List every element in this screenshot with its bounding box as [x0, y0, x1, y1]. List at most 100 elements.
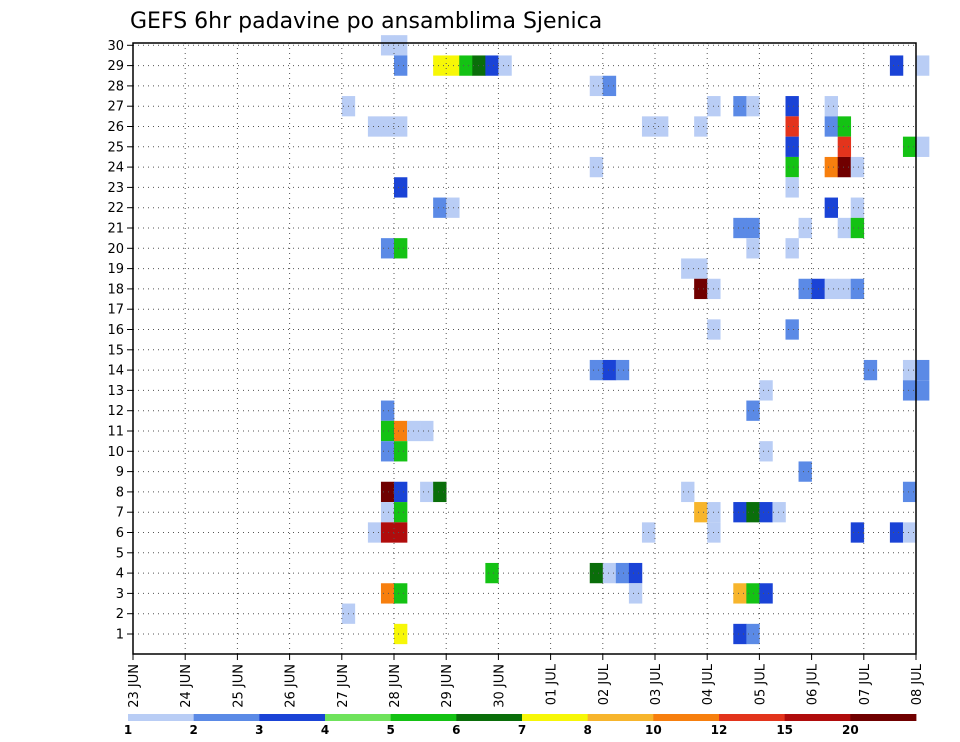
- y-tick-label: 29: [107, 59, 124, 74]
- precip-cell: [889, 55, 904, 76]
- precip-cell: [694, 502, 708, 523]
- colorbar-swatch: [325, 714, 392, 721]
- precip-cell: [380, 502, 395, 523]
- y-tick-label: 17: [107, 303, 124, 318]
- precip-cell: [759, 380, 773, 401]
- precip-cell: [589, 562, 604, 584]
- precip-cell: [446, 197, 460, 218]
- x-tick-label: 23 JUN: [127, 664, 142, 708]
- y-tick-label: 7: [116, 506, 124, 521]
- colorbar-label: 4: [321, 723, 329, 737]
- y-tick-label: 4: [116, 567, 124, 582]
- x-tick-label: 02 JUL: [597, 663, 612, 705]
- precip-cell: [628, 583, 643, 604]
- cells-layer: [341, 35, 930, 645]
- colorbar-label: 20: [842, 723, 859, 737]
- precip-cell: [759, 502, 773, 523]
- plot-frame: [132, 42, 917, 655]
- y-tick-label: 23: [107, 181, 124, 196]
- x-tick-label: 03 JUL: [649, 663, 664, 705]
- precip-cell: [785, 96, 799, 117]
- colorbar-swatch: [456, 714, 523, 721]
- colorbar-swatch: [587, 714, 654, 721]
- y-tick-label: 6: [116, 526, 124, 541]
- colorbar-label: 8: [583, 723, 591, 737]
- precip-cell: [380, 116, 395, 137]
- colorbar-label: 1: [124, 723, 132, 737]
- precip-cell: [589, 359, 604, 381]
- precip-cell: [785, 136, 799, 157]
- precip-cell: [394, 522, 408, 543]
- precip-cell: [889, 522, 904, 543]
- y-tick-label: 5: [116, 546, 124, 561]
- precip-cell: [733, 217, 747, 239]
- precip-cell: [837, 217, 852, 239]
- precip-cell: [916, 55, 930, 76]
- precip-cell: [380, 400, 395, 421]
- precip-cell: [589, 156, 604, 178]
- precip-cell: [394, 441, 408, 462]
- precip-cell: [785, 116, 799, 137]
- x-tick-label: 26 JUN: [284, 664, 299, 708]
- precip-cell: [785, 238, 799, 259]
- precip-cell: [837, 278, 852, 300]
- precip-cell: [863, 359, 878, 381]
- precip-cell: [602, 562, 617, 584]
- x-tick-label: 29 JUN: [440, 664, 455, 708]
- precip-cell: [394, 623, 408, 645]
- y-tick-label: 25: [107, 140, 124, 155]
- y-tick-label: 16: [107, 323, 124, 338]
- precip-cell: [628, 562, 643, 584]
- precip-cell: [759, 583, 773, 604]
- y-axis: 1234567891011121314151617181920212223242…: [107, 39, 133, 643]
- x-tick-label: 30 JUN: [492, 664, 507, 708]
- precip-cell: [824, 96, 838, 117]
- precip-cell: [380, 35, 395, 56]
- precip-cell: [394, 238, 408, 259]
- precip-cell: [446, 55, 460, 76]
- precip-cell: [785, 177, 799, 198]
- precip-cell: [589, 75, 604, 97]
- colorbar-swatch: [390, 714, 457, 721]
- precip-cell: [733, 623, 747, 645]
- precip-cell: [681, 258, 695, 279]
- y-tick-label: 20: [107, 242, 124, 257]
- x-tick-label: 07 JUL: [858, 663, 873, 705]
- y-tick-label: 8: [116, 485, 124, 500]
- precip-cell: [798, 278, 812, 300]
- y-tick-label: 10: [107, 445, 124, 460]
- precip-cell: [850, 522, 865, 543]
- precip-cell: [733, 502, 747, 523]
- y-tick-label: 15: [107, 343, 124, 358]
- colorbar-label: 10: [645, 723, 662, 737]
- y-tick-label: 28: [107, 79, 124, 94]
- precip-cell: [850, 278, 865, 300]
- precip-cell: [837, 136, 852, 157]
- y-tick-label: 26: [107, 120, 124, 135]
- precip-cell: [902, 136, 917, 157]
- precip-cell: [498, 55, 512, 76]
- precip-cell: [694, 258, 708, 279]
- precip-cell: [916, 380, 930, 401]
- y-tick-label: 1: [116, 628, 124, 643]
- precip-cell: [394, 583, 408, 604]
- colorbar-label: 12: [711, 723, 728, 737]
- y-tick-label: 14: [107, 364, 124, 379]
- precip-cell: [394, 481, 408, 503]
- colorbar-label: 7: [518, 723, 526, 737]
- precip-cell: [615, 359, 630, 381]
- precip-cell: [798, 461, 812, 482]
- x-tick-label: 05 JUL: [753, 663, 768, 705]
- precip-cell: [380, 481, 395, 503]
- precip-cell: [394, 420, 408, 442]
- colorbar-swatch: [850, 714, 917, 721]
- precip-cell: [694, 278, 708, 300]
- precip-cell: [850, 156, 865, 178]
- grid-layer: [133, 43, 916, 654]
- precip-cell: [380, 583, 395, 604]
- y-tick-label: 22: [107, 201, 124, 216]
- precip-cell: [433, 197, 447, 218]
- precip-cell: [433, 55, 447, 76]
- y-tick-label: 3: [116, 587, 124, 602]
